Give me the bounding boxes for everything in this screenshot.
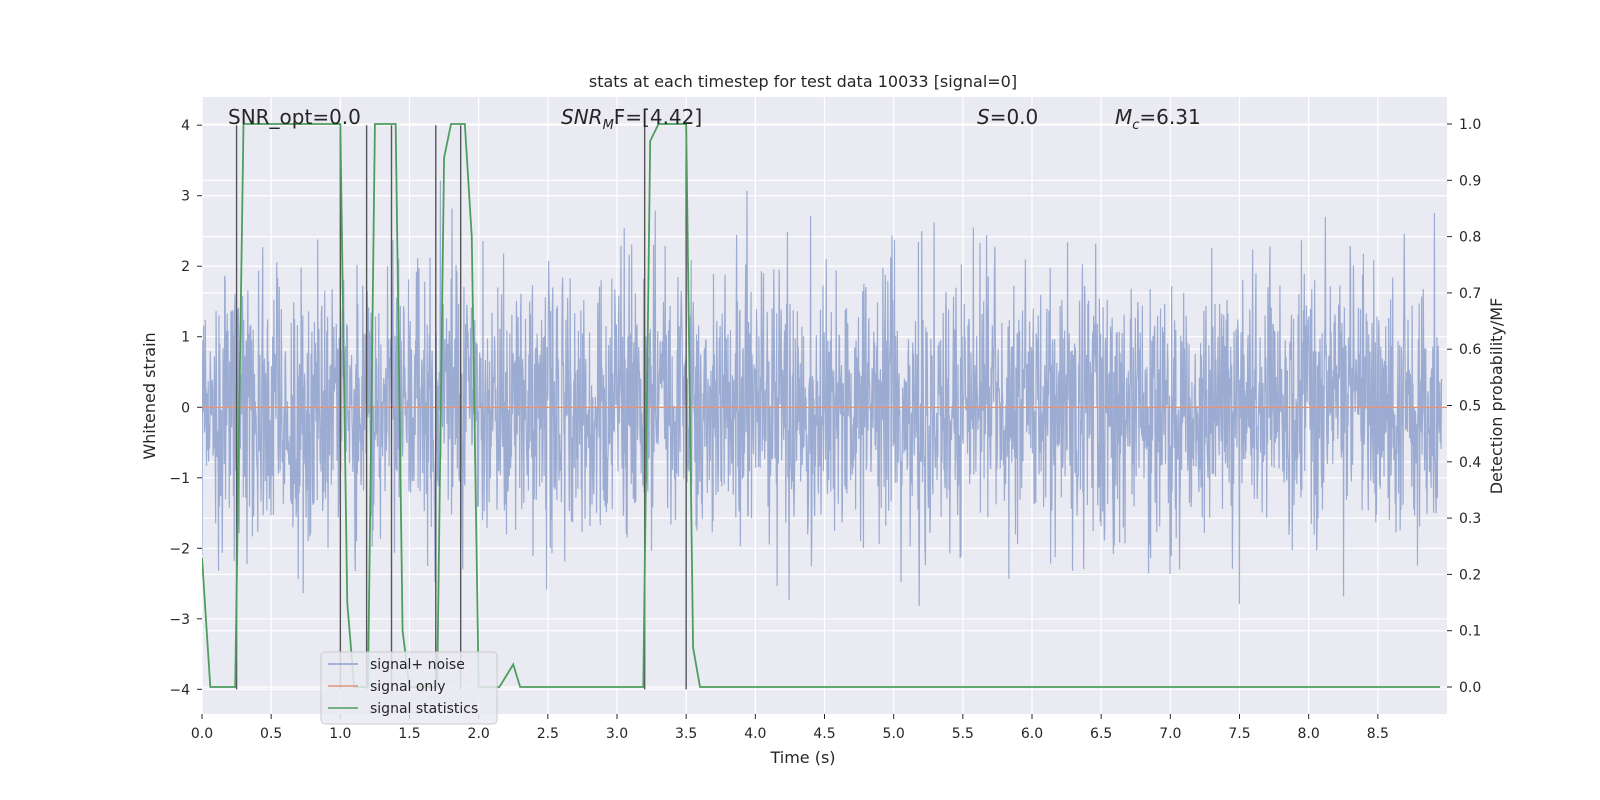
y2-tick-label: 0.1 — [1459, 624, 1481, 640]
x-tick-label: 7.0 — [1159, 726, 1181, 742]
y-tick-label: −4 — [169, 682, 190, 698]
x-tick-label: 7.5 — [1228, 726, 1250, 742]
snr-mf-sub: M — [603, 118, 614, 133]
y2-tick-label: 0.8 — [1459, 230, 1481, 246]
mc-sub: c — [1132, 118, 1139, 133]
signal-statistics-series — [202, 123, 1441, 688]
y2-tick-label: 0.7 — [1459, 286, 1481, 302]
plot-area — [202, 123, 1447, 690]
legend-label-stats: signal statistics — [370, 701, 478, 717]
noise-series — [202, 180, 1443, 606]
y2-tick-label: 0.9 — [1459, 173, 1481, 189]
y-axis-label: Whitened strain — [140, 332, 159, 459]
y-tick-label: 1 — [181, 330, 190, 346]
signal-statistics-line — [202, 123, 1441, 688]
mc-rest: =6.31 — [1139, 105, 1200, 129]
x-tick-label: 1.5 — [398, 726, 420, 742]
x-tick-label: 4.0 — [744, 726, 766, 742]
x-axis-label: Time (s) — [769, 748, 835, 767]
x-tick-label: 3.5 — [675, 726, 697, 742]
noise-line — [202, 180, 1443, 606]
s-rest: =0.0 — [990, 105, 1039, 129]
x-tick-label: 6.5 — [1090, 726, 1112, 742]
y-tick-label: 4 — [181, 118, 190, 134]
y2-tick-label: 1.0 — [1459, 117, 1481, 133]
y-tick-label: −3 — [169, 612, 190, 628]
x-tick-label: 5.0 — [883, 726, 905, 742]
y2-axis-label: Detection probability/MF — [1487, 298, 1506, 495]
y2-axis-ticks: 0.0 0.1 0.2 0.3 0.4 0.5 0.6 0.7 0.8 0.9 1.0 — [1447, 117, 1481, 696]
vertical-markers — [235, 125, 687, 690]
annotation-snr-mf: SNRMF=[4.42] — [561, 105, 702, 133]
annotation-s: S=0.0 — [977, 105, 1038, 129]
y2-tick-label: 0.5 — [1459, 399, 1481, 415]
x-tick-label: 1.0 — [329, 726, 351, 742]
y-tick-label: −2 — [169, 541, 190, 557]
s-main: S — [977, 105, 990, 129]
annotation-mc: Mc=6.31 — [1115, 105, 1201, 133]
y2-tick-label: 0.0 — [1459, 680, 1481, 696]
snr-mf-main: SNR — [561, 105, 603, 129]
y-tick-label: 2 — [181, 259, 190, 275]
legend-label-signal: signal only — [370, 679, 445, 695]
x-tick-label: 0.0 — [191, 726, 213, 742]
y2-tick-label: 0.3 — [1459, 511, 1481, 527]
x-tick-label: 3.0 — [606, 726, 628, 742]
x-tick-label: 8.0 — [1298, 726, 1320, 742]
x-tick-label: 8.5 — [1367, 726, 1389, 742]
legend: signal+ noise signal only signal statist… — [320, 651, 498, 725]
legend-label-noise: signal+ noise — [370, 657, 465, 673]
annotation-snr-opt: SNR_opt=0.0 — [228, 105, 361, 129]
y2-tick-label: 0.6 — [1459, 342, 1481, 358]
mc-main: M — [1115, 105, 1132, 129]
x-tick-label: 0.5 — [260, 726, 282, 742]
x-tick-label: 2.0 — [468, 726, 490, 742]
x-axis-ticks: 0.0 0.5 1.0 1.5 2.0 2.5 3.0 3.5 4.0 4.5 5.0 5.5 6.0 6… — [191, 714, 1389, 742]
y2-tick-label: 0.4 — [1459, 455, 1481, 471]
y2-tick-label: 0.2 — [1459, 567, 1481, 583]
legend-box — [320, 651, 498, 725]
y-tick-label: −1 — [169, 471, 190, 487]
x-tick-label: 4.5 — [813, 726, 835, 742]
x-tick-label: 2.5 — [537, 726, 559, 742]
x-tick-label: 6.0 — [1021, 726, 1043, 742]
chart-title: stats at each timestep for test data 100… — [589, 72, 1017, 91]
y-tick-label: 3 — [181, 189, 190, 205]
y-axis-ticks: −4 −3 −2 −1 0 1 2 3 4 — [169, 118, 202, 698]
snr-mf-rest: F=[4.42] — [614, 105, 702, 129]
y-tick-label: 0 — [181, 400, 190, 416]
x-tick-label: 5.5 — [952, 726, 974, 742]
